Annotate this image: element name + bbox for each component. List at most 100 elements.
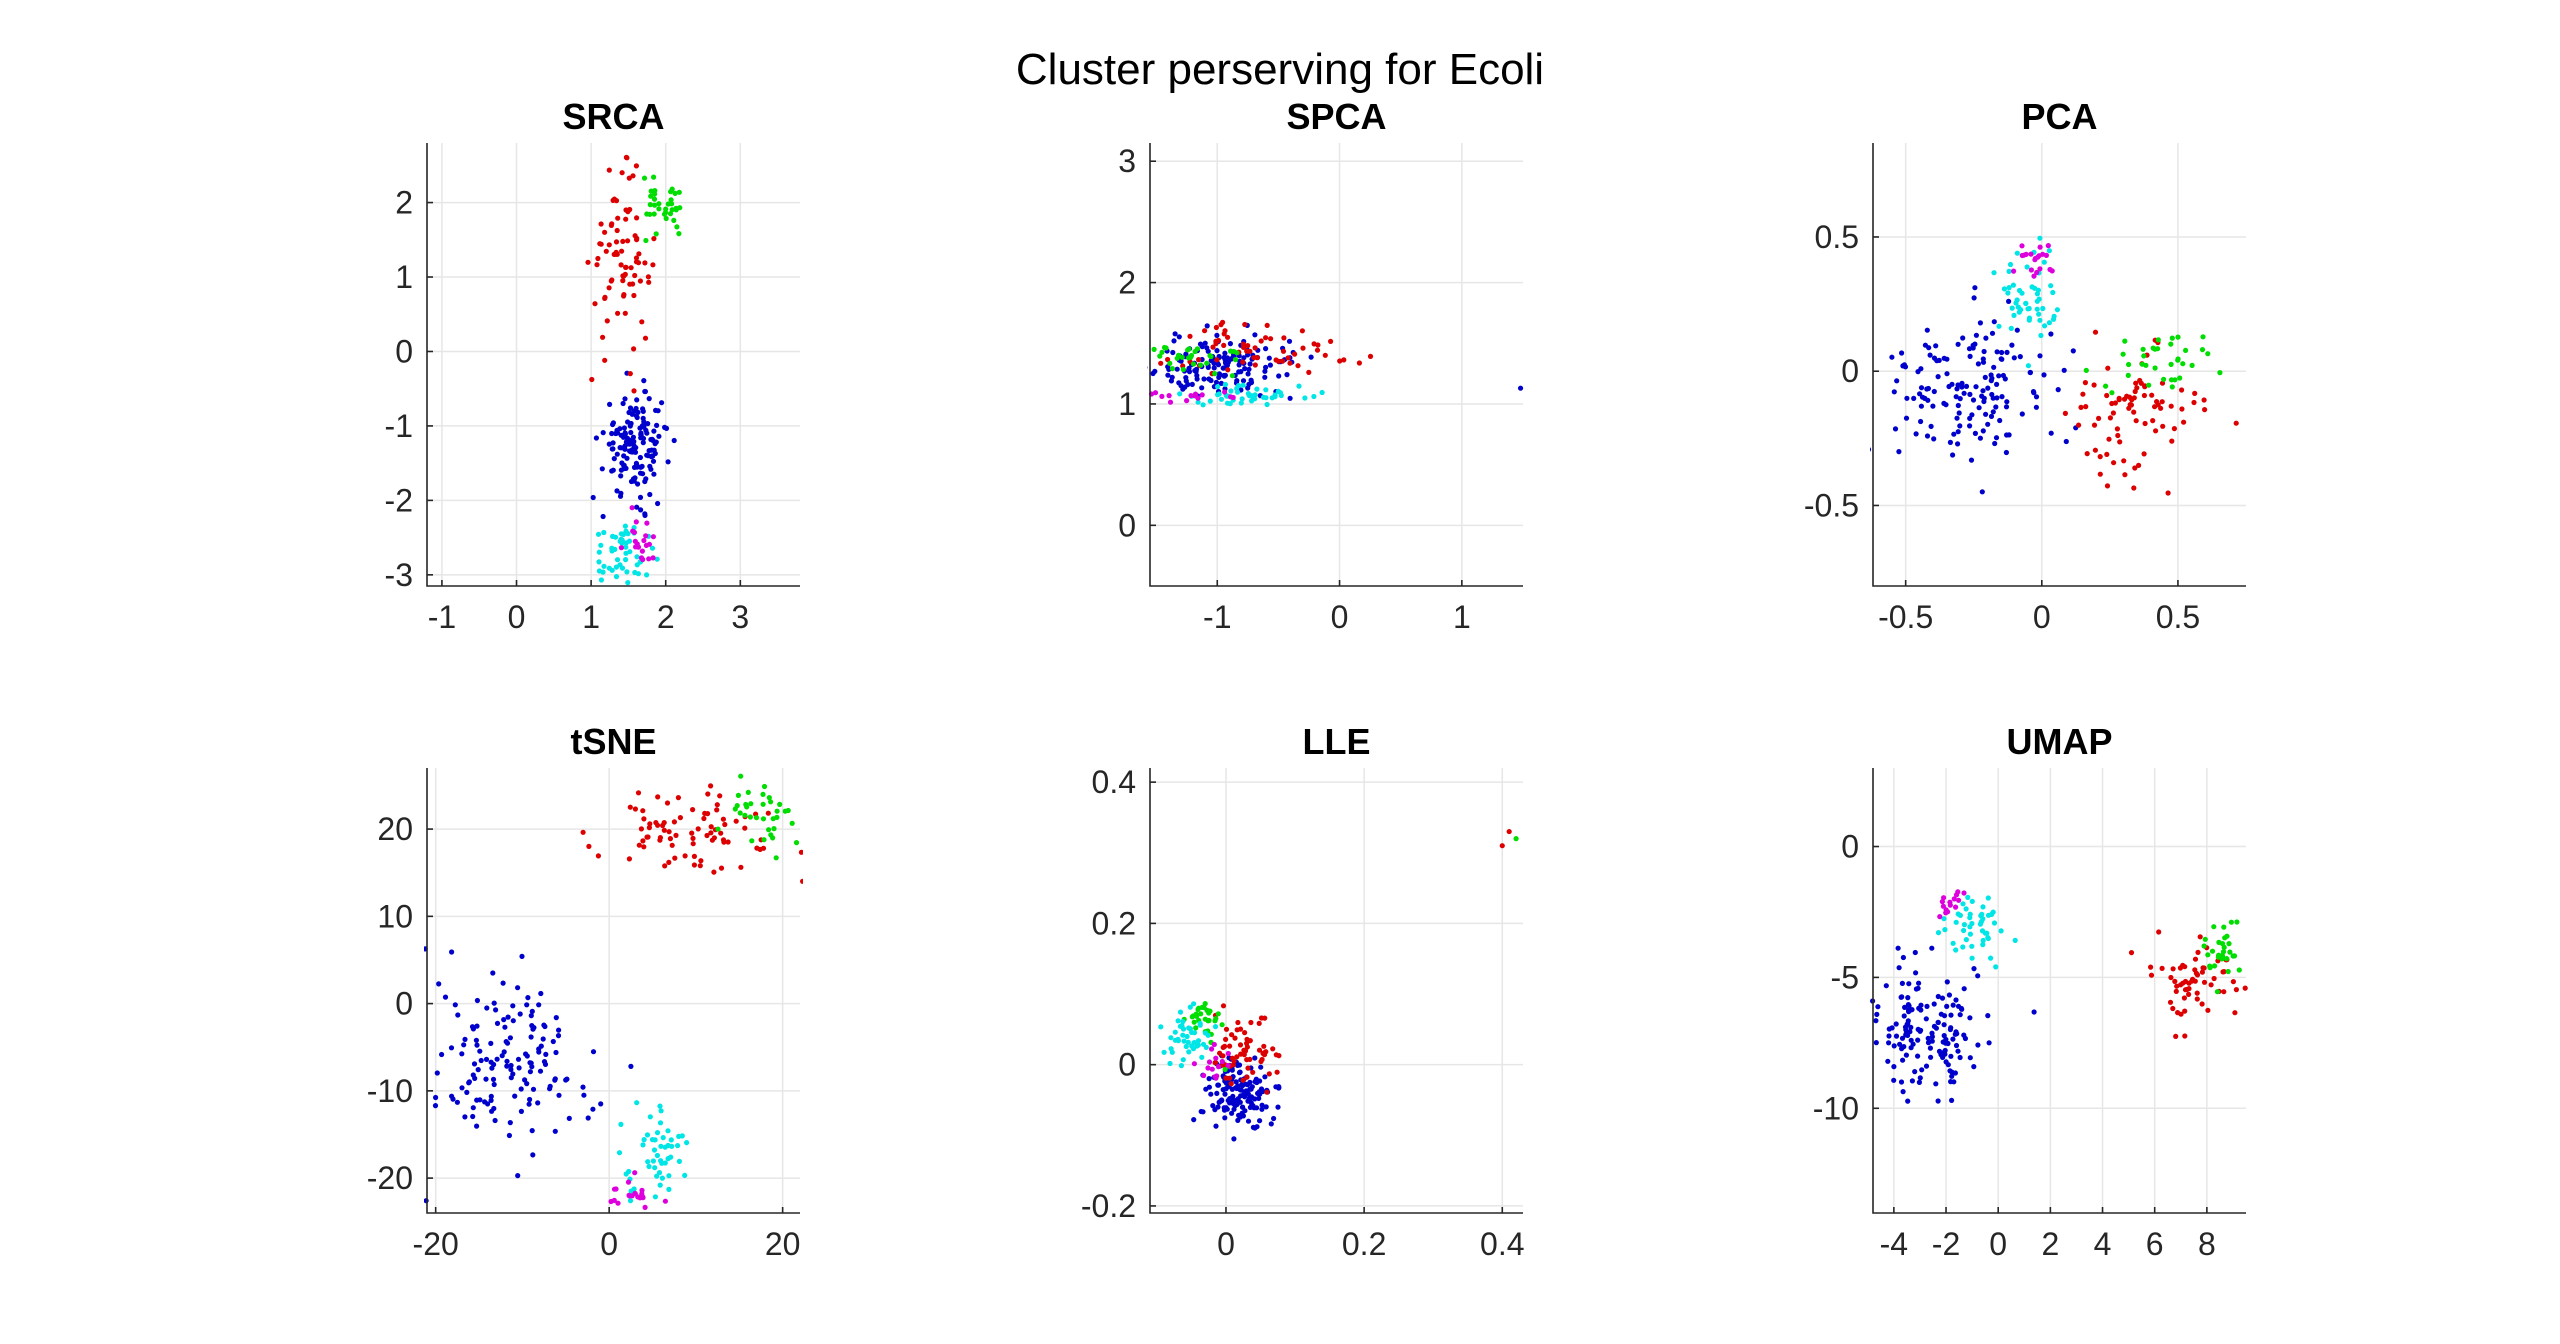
scatter-point xyxy=(697,863,703,869)
scatter-point xyxy=(515,1056,522,1062)
scatter-point xyxy=(1328,338,1334,344)
scatter-point xyxy=(2104,392,2110,399)
scatter-point xyxy=(1933,1025,1939,1031)
scatter-point xyxy=(1237,1042,1244,1048)
scatter-point xyxy=(581,1092,587,1098)
scatter-point xyxy=(1191,1001,1197,1007)
scatter-point xyxy=(631,388,637,394)
scatter-point xyxy=(542,1061,549,1067)
scatter-point xyxy=(642,335,649,341)
scatter-point xyxy=(502,1024,508,1030)
scatter-point xyxy=(1517,385,1524,391)
scatter-point xyxy=(725,839,731,845)
scatter-point xyxy=(2114,426,2120,432)
scatter-point xyxy=(1994,381,2000,387)
scatter-point xyxy=(650,534,657,540)
scatter-point xyxy=(1169,374,1175,380)
scatter-point xyxy=(774,814,780,821)
scatter-point xyxy=(1979,911,1985,918)
scatter-point xyxy=(682,853,688,859)
scatter-point xyxy=(478,1057,484,1064)
scatter-point xyxy=(1264,401,1270,408)
scatter-point xyxy=(2043,252,2049,258)
scatter-point xyxy=(633,259,640,265)
scatter-point xyxy=(676,1133,682,1139)
scatter-point xyxy=(1202,1001,1208,1007)
scatter-point xyxy=(1213,1016,1219,1022)
scatter-point xyxy=(2117,439,2123,445)
scatter-point xyxy=(627,371,633,377)
scatter-point xyxy=(598,577,605,583)
scatter-point xyxy=(1229,1110,1235,1116)
scatter-point xyxy=(1980,359,1987,365)
scatter-point xyxy=(1990,409,1996,415)
scatter-point xyxy=(1214,1073,1220,1079)
scatter-point xyxy=(611,456,617,462)
scatter-point xyxy=(757,846,763,853)
scatter-point xyxy=(673,205,679,211)
scatter-point xyxy=(2014,250,2020,256)
scatter-point xyxy=(2136,462,2142,468)
scatter-point xyxy=(721,839,727,845)
scatter-point xyxy=(1247,361,1253,367)
scatter-point xyxy=(519,953,525,960)
scatter-point xyxy=(655,408,661,414)
scatter-point xyxy=(580,1084,586,1090)
scatter-point xyxy=(1223,1026,1230,1032)
scatter-point xyxy=(2159,965,2165,972)
scatter-point xyxy=(1953,892,1960,898)
scatter-point xyxy=(504,1058,510,1064)
scatter-point xyxy=(659,400,665,406)
scatter-point xyxy=(624,569,630,575)
scatter-point xyxy=(1178,383,1184,389)
y-tick-label: -10 xyxy=(367,1073,413,1109)
scatter-point xyxy=(527,1096,533,1103)
scatter-point xyxy=(1215,337,1222,344)
scatter-point xyxy=(618,262,624,268)
scatter-point xyxy=(464,1089,470,1095)
x-tick-label: -0.5 xyxy=(1878,599,1933,635)
scatter-point xyxy=(1954,386,1960,392)
scatter-point xyxy=(628,429,634,436)
scatter-point xyxy=(1252,345,1258,351)
scatter-point xyxy=(1256,1095,1262,1101)
panel-title: PCA xyxy=(2021,96,2097,137)
scatter-point xyxy=(628,449,635,455)
scatter-point xyxy=(448,1045,455,1051)
scatter-point xyxy=(643,533,649,539)
x-tick-label: 8 xyxy=(2198,1226,2216,1262)
scatter-point xyxy=(1215,392,1221,398)
scatter-point xyxy=(1198,1011,1204,1017)
scatter-point xyxy=(1992,440,1998,447)
scatter-point xyxy=(1206,1084,1212,1090)
scatter-point xyxy=(436,981,442,987)
scatter-point xyxy=(488,1093,494,1099)
scatter-point xyxy=(488,1059,494,1065)
scatter-point xyxy=(1928,423,1934,429)
scatter-point xyxy=(2037,266,2043,272)
scatter-point xyxy=(620,273,626,279)
scatter-point xyxy=(1180,1057,1186,1063)
scatter-point xyxy=(1266,1071,1272,1077)
scatter-point xyxy=(2033,394,2040,400)
scatter-point xyxy=(1266,355,1272,361)
scatter-point xyxy=(2211,975,2217,982)
scatter-point xyxy=(494,1020,501,1026)
scatter-point xyxy=(384,1064,389,1069)
scatter-point xyxy=(625,580,631,586)
scatter-point xyxy=(2092,329,2099,335)
scatter-point xyxy=(1924,327,1930,333)
scatter-point xyxy=(2217,370,2223,376)
scatter-point xyxy=(1996,323,2002,329)
scatter-point xyxy=(748,801,754,807)
scatter-point xyxy=(474,1042,480,1048)
y-tick-label: -0.2 xyxy=(1081,1188,1136,1224)
scatter-point xyxy=(631,1186,637,1192)
scatter-point xyxy=(637,278,644,284)
scatter-point xyxy=(631,292,637,299)
scatter-point xyxy=(747,814,754,820)
scatter-point xyxy=(2008,325,2014,331)
scatter-point xyxy=(1897,1041,1903,1047)
scatter-point xyxy=(689,830,695,836)
